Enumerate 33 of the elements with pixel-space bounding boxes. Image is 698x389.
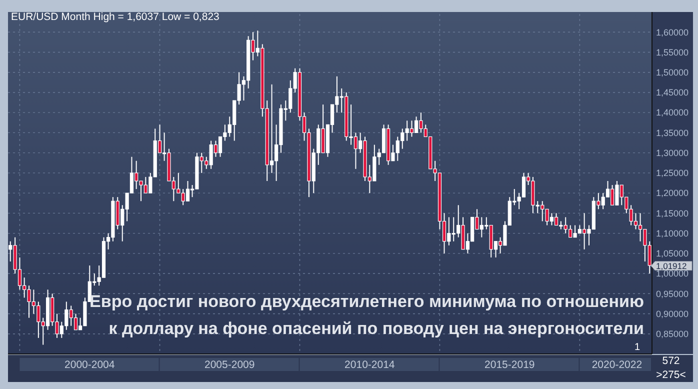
y-tick-label: 1,25000 <box>656 168 689 178</box>
x-tick-label: 2010-2014 <box>344 359 395 372</box>
y-tick-label: 1,05000 <box>656 248 689 259</box>
x-tick-label: 2015-2019 <box>484 359 535 372</box>
annotation: 1 <box>634 342 640 353</box>
candlestick <box>74 313 78 330</box>
y-tick-label: 0,85000 <box>656 329 689 340</box>
x-tick-label: 2005-2009 <box>204 359 255 372</box>
x-tick-label: 2000-2004 <box>64 359 115 372</box>
y-tick-label: 0,95000 <box>656 288 689 299</box>
y-tick-label: 1,35000 <box>656 128 689 138</box>
candlestick <box>186 180 190 202</box>
y-tick-label: 1,60000 <box>656 27 689 38</box>
candlestick <box>522 172 526 198</box>
chart-title: EUR/USD Month High = 1,6037 Low = 0,823 <box>11 11 220 23</box>
y-tick-label: 1,15000 <box>656 208 689 218</box>
candlestick <box>270 84 274 174</box>
y-tick-label: 1,45000 <box>656 88 689 98</box>
y-tick-label: 1,55000 <box>656 47 689 58</box>
y-tick-label: 1,50000 <box>656 67 689 78</box>
annotation: Евро достиг нового двухдесятилетнего минимума по отношению <box>90 292 644 311</box>
x-tick-label: 2020-2022 <box>592 359 642 372</box>
y-tick-label: 1,10000 <box>656 228 689 238</box>
annotation: 1,01912 <box>656 260 687 271</box>
candlestick <box>410 120 414 138</box>
y-tick-label: 1,20000 <box>656 188 689 198</box>
y-tick-label: 1,30000 <box>656 148 689 158</box>
text: >275< <box>656 369 686 381</box>
annotation: к доллару на фоне опасений по поводу цен на энергоносители <box>108 319 644 338</box>
y-tick-label: 1,00000 <box>656 268 689 279</box>
text: 572 <box>662 355 680 367</box>
y-tick-label: 1,40000 <box>656 108 689 118</box>
y-tick-label: 0,90000 <box>656 308 689 319</box>
